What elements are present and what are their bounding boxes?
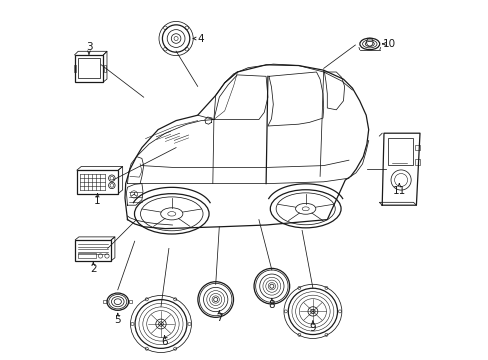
Bar [75,55,103,82]
Text: 5: 5 [114,315,121,325]
Text: 1: 1 [94,196,101,206]
Text: 10: 10 [382,39,395,49]
Text: 8: 8 [268,300,275,310]
Bar [75,240,111,261]
Bar [74,65,76,72]
Text: 11: 11 [392,186,405,196]
Bar [78,58,100,78]
Bar [103,300,107,303]
Text: 9: 9 [309,323,316,333]
Bar [414,145,419,150]
Text: 7: 7 [216,313,222,323]
Text: 6: 6 [161,337,167,347]
Bar [387,138,412,165]
Bar [414,159,419,165]
Bar [77,170,118,194]
Text: 2: 2 [90,264,97,274]
Bar [128,300,132,303]
Bar [78,253,96,258]
Text: 3: 3 [85,42,92,52]
Text: 4: 4 [197,33,203,44]
Bar [104,65,106,72]
